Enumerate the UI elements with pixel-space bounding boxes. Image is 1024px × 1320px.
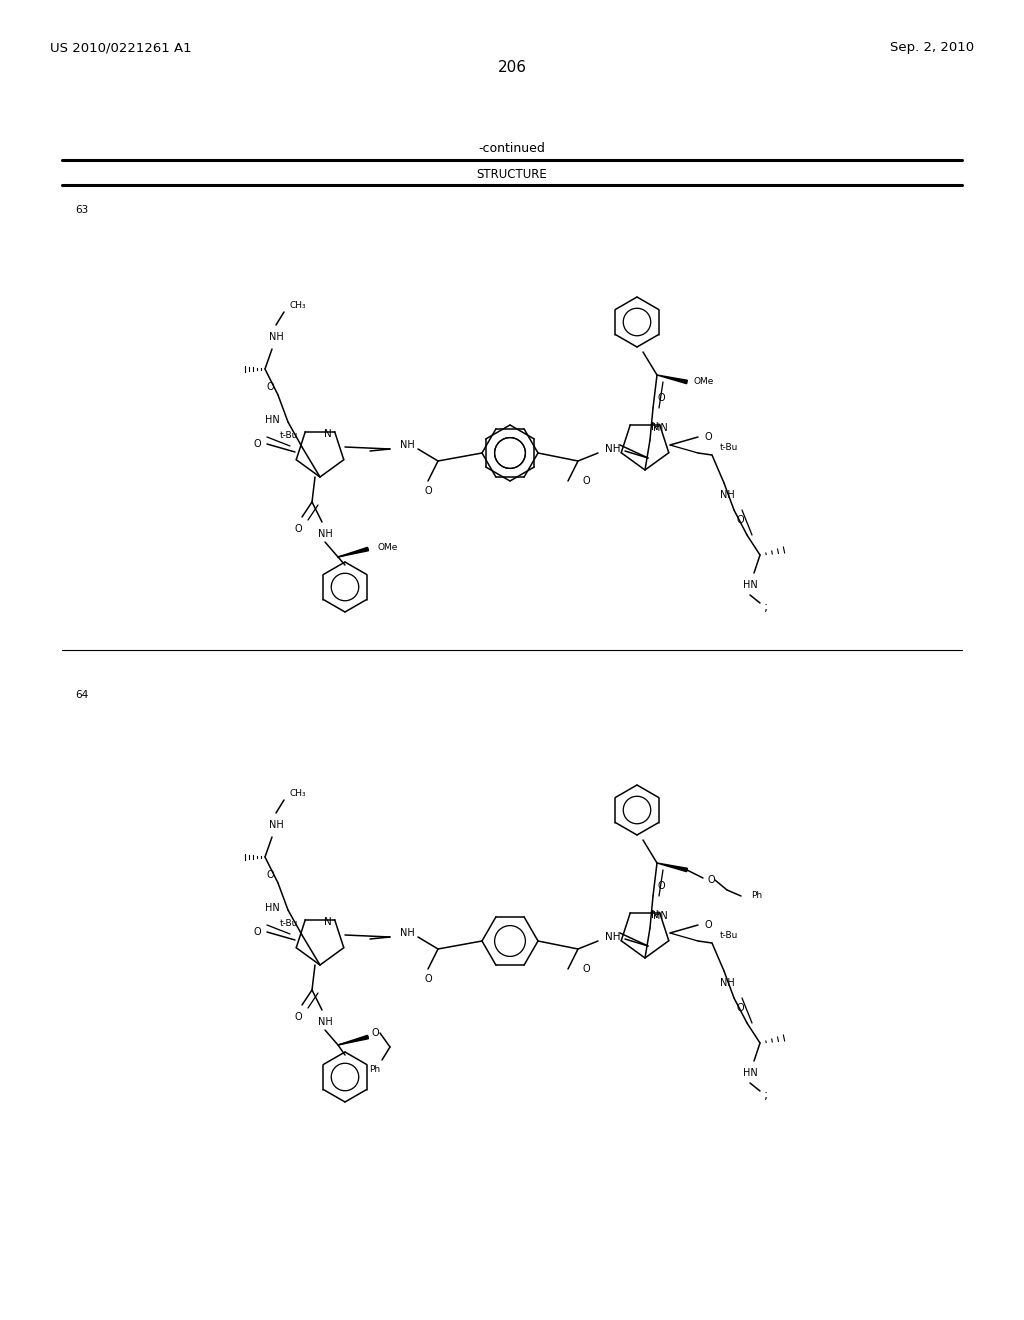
Text: Ph: Ph xyxy=(751,891,762,900)
Polygon shape xyxy=(657,863,687,871)
Text: O: O xyxy=(657,880,665,891)
Text: N: N xyxy=(651,909,658,920)
Text: O: O xyxy=(253,927,261,937)
Text: 63: 63 xyxy=(75,205,88,215)
Text: HN: HN xyxy=(653,422,668,433)
Text: NH: NH xyxy=(399,440,415,450)
Text: NH: NH xyxy=(720,978,734,987)
Text: O: O xyxy=(583,964,590,974)
Polygon shape xyxy=(338,548,369,557)
Text: O: O xyxy=(736,1003,743,1012)
Text: O: O xyxy=(657,393,665,403)
Text: HN: HN xyxy=(265,903,280,913)
Text: HN: HN xyxy=(653,911,668,921)
Text: OMe: OMe xyxy=(378,543,398,552)
Text: O: O xyxy=(583,477,590,486)
Text: t-Bu: t-Bu xyxy=(280,919,298,928)
Text: HN: HN xyxy=(265,414,280,425)
Text: t-Bu: t-Bu xyxy=(720,931,738,940)
Text: NH: NH xyxy=(399,928,415,939)
Text: US 2010/0221261 A1: US 2010/0221261 A1 xyxy=(50,41,191,54)
Text: t-Bu: t-Bu xyxy=(720,442,738,451)
Text: ;: ; xyxy=(764,602,768,615)
Text: HN: HN xyxy=(742,579,758,590)
Text: NH: NH xyxy=(268,333,284,342)
Text: NH: NH xyxy=(605,932,621,942)
Text: OMe: OMe xyxy=(693,378,714,387)
Text: t-Bu: t-Bu xyxy=(280,430,298,440)
Text: O: O xyxy=(294,1012,302,1022)
Text: O: O xyxy=(705,920,712,931)
Polygon shape xyxy=(338,1035,369,1045)
Polygon shape xyxy=(657,375,687,384)
Text: O: O xyxy=(424,486,432,496)
Text: O: O xyxy=(372,1028,380,1038)
Text: O: O xyxy=(707,875,715,884)
Text: O: O xyxy=(266,870,273,880)
Text: O: O xyxy=(736,515,743,525)
Text: O: O xyxy=(253,440,261,449)
Text: 206: 206 xyxy=(498,61,526,75)
Text: -continued: -continued xyxy=(478,141,546,154)
Text: CH₃: CH₃ xyxy=(290,788,306,797)
Text: Ph: Ph xyxy=(370,1065,381,1074)
Text: NH: NH xyxy=(317,529,333,539)
Text: NH: NH xyxy=(317,1016,333,1027)
Text: STRUCTURE: STRUCTURE xyxy=(476,168,548,181)
Text: NH: NH xyxy=(268,820,284,830)
Text: O: O xyxy=(266,381,273,392)
Text: N: N xyxy=(325,429,332,440)
Text: NH: NH xyxy=(720,490,734,500)
Text: NH: NH xyxy=(605,444,621,454)
Text: O: O xyxy=(705,432,712,442)
Text: N: N xyxy=(651,422,658,432)
Text: HN: HN xyxy=(742,1068,758,1078)
Text: Sep. 2, 2010: Sep. 2, 2010 xyxy=(890,41,974,54)
Text: N: N xyxy=(325,917,332,927)
Text: ;: ; xyxy=(764,1089,768,1102)
Text: 64: 64 xyxy=(75,690,88,700)
Text: O: O xyxy=(424,974,432,983)
Text: O: O xyxy=(294,524,302,535)
Text: CH₃: CH₃ xyxy=(290,301,306,309)
